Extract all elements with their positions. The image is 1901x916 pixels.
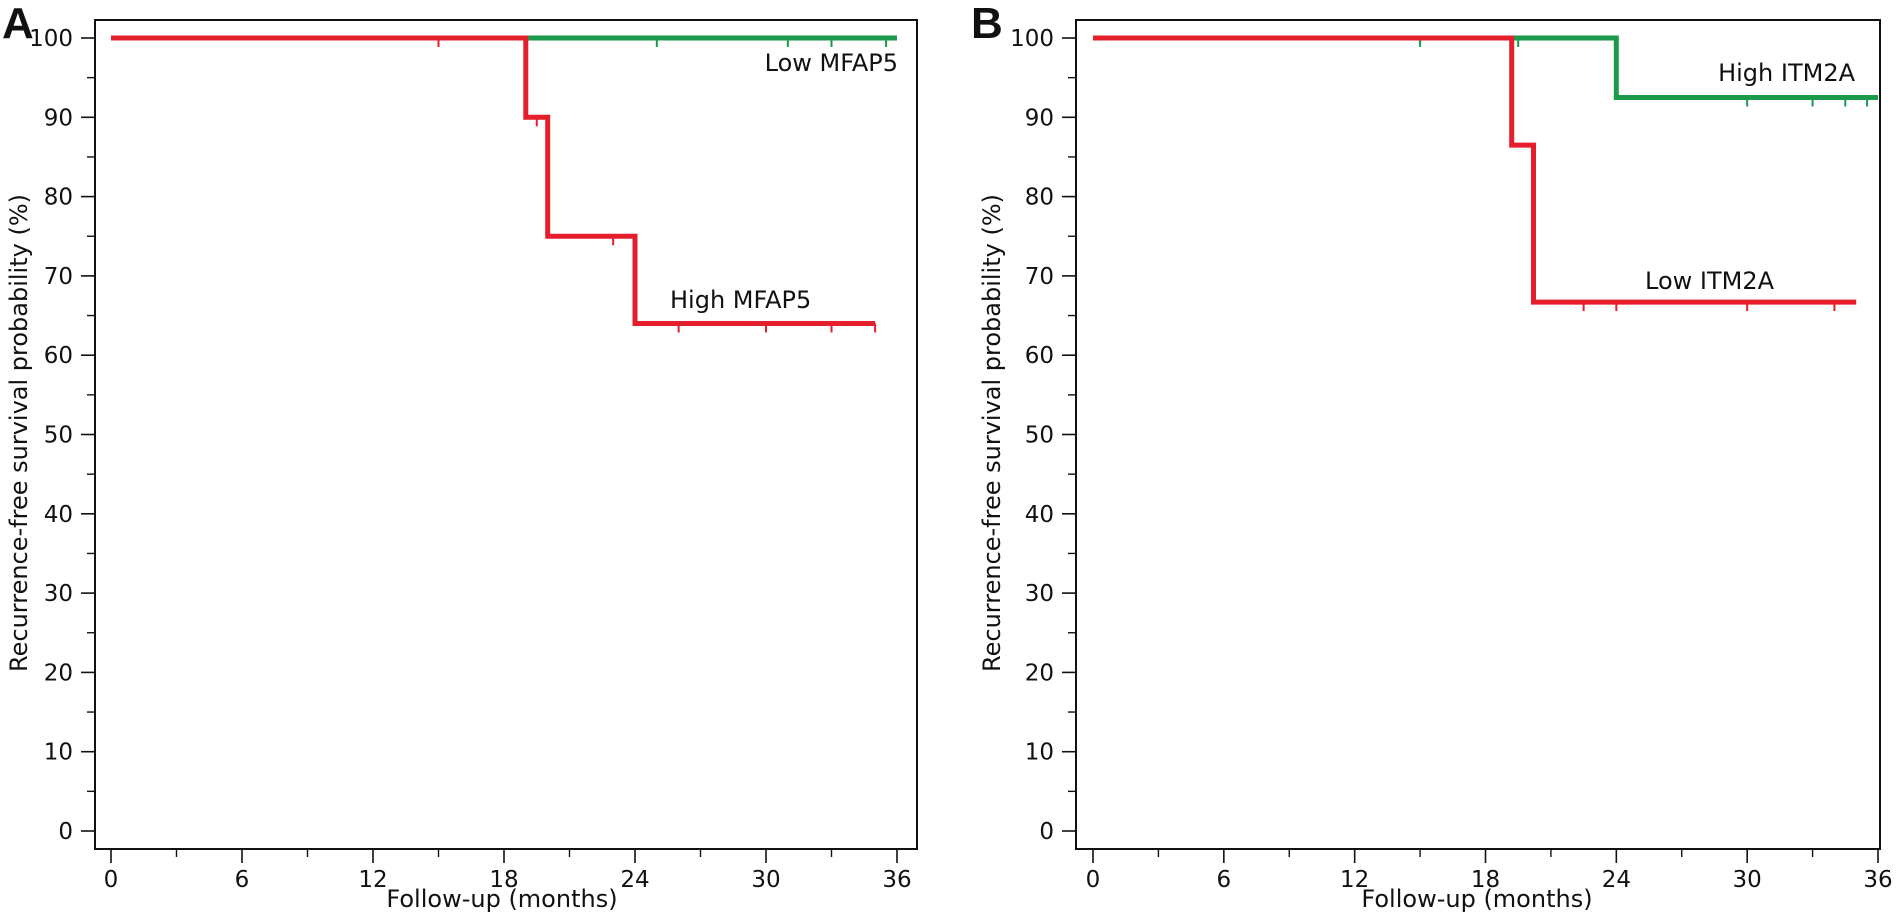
x-tick-label: 36 [882, 867, 911, 893]
x-tick-label: 36 [1863, 867, 1892, 893]
panel-b: B 0 10 20 30 40 50 60 70 80 90 100 0 6 12 18 24 30 36 Hig… [971, 0, 1893, 913]
y-tick-label: 0 [1039, 819, 1054, 845]
panel-b-y-axis-title: Recurrence-free survival probability (%) [978, 194, 1006, 672]
series-label-low-itm2a: Low ITM2A [1645, 267, 1775, 295]
y-tick-label: 30 [1025, 581, 1054, 607]
x-tick-label: 12 [1340, 867, 1369, 893]
panel-a-letter: A [2, 0, 34, 48]
survival-curve-low-itm2a [1093, 35, 1857, 305]
y-tick-label: 80 [44, 185, 73, 211]
y-tick-label: 70 [1025, 264, 1054, 290]
panel-b-series-labels: High ITM2A Low ITM2A [1645, 59, 1856, 295]
series-label-high-itm2a: High ITM2A [1718, 59, 1856, 87]
x-tick-label: 30 [751, 867, 780, 893]
panel-b-x-axis-title: Follow-up (months) [1361, 885, 1592, 913]
panel-a-x-axis-title: Follow-up (months) [386, 885, 617, 913]
panel-a-series-labels: Low MFAP5 High MFAP5 [670, 49, 898, 314]
panel-a-axis-ticks: 0 10 20 30 40 50 60 70 80 90 100 0 6 12 18 24 30 36 [29, 26, 912, 893]
x-tick-label: 30 [1733, 867, 1762, 893]
x-tick-label: 0 [1086, 867, 1101, 893]
y-tick-label: 20 [44, 660, 73, 686]
y-tick-label: 10 [44, 740, 73, 766]
y-tick-label: 80 [1025, 185, 1054, 211]
y-tick-label: 100 [1010, 26, 1054, 52]
y-tick-label: 90 [1025, 105, 1054, 131]
y-tick-label: 70 [44, 264, 73, 290]
y-tick-label: 60 [1025, 343, 1054, 369]
y-tick-label: 40 [44, 502, 73, 528]
y-tick-label: 50 [44, 423, 73, 449]
y-tick-label: 0 [58, 819, 73, 845]
series-label-high-mfap5: High MFAP5 [670, 286, 811, 314]
x-tick-label: 6 [235, 867, 250, 893]
panel-a: A 0 10 20 30 40 50 60 70 80 90 100 0 6 12 18 24 30 36 Low… [2, 0, 918, 913]
x-tick-label: 12 [358, 867, 387, 893]
y-tick-label: 50 [1025, 423, 1054, 449]
panel-b-series [1093, 35, 1878, 312]
x-tick-label: 6 [1217, 867, 1232, 893]
y-tick-label: 30 [44, 581, 73, 607]
y-tick-label: 10 [1025, 740, 1054, 766]
panel-b-axis-ticks: 0 10 20 30 40 50 60 70 80 90 100 0 6 12 18 24 30 36 [1010, 26, 1893, 893]
y-tick-label: 20 [1025, 660, 1054, 686]
panel-b-letter: B [971, 0, 1003, 48]
series-label-low-mfap5: Low MFAP5 [765, 49, 898, 77]
x-tick-label: 24 [1602, 867, 1631, 893]
panel-a-y-axis-title: Recurrence-free survival probability (%) [5, 194, 33, 672]
x-tick-label: 18 [489, 867, 518, 893]
y-tick-label: 100 [29, 26, 73, 52]
x-tick-label: 24 [620, 867, 649, 893]
x-tick-label: 0 [104, 867, 119, 893]
y-tick-label: 60 [44, 343, 73, 369]
panel-a-series [111, 35, 897, 333]
y-tick-label: 90 [44, 105, 73, 131]
x-tick-label: 18 [1471, 867, 1500, 893]
y-tick-label: 40 [1025, 502, 1054, 528]
survival-curve-high-mfap5 [111, 35, 876, 326]
